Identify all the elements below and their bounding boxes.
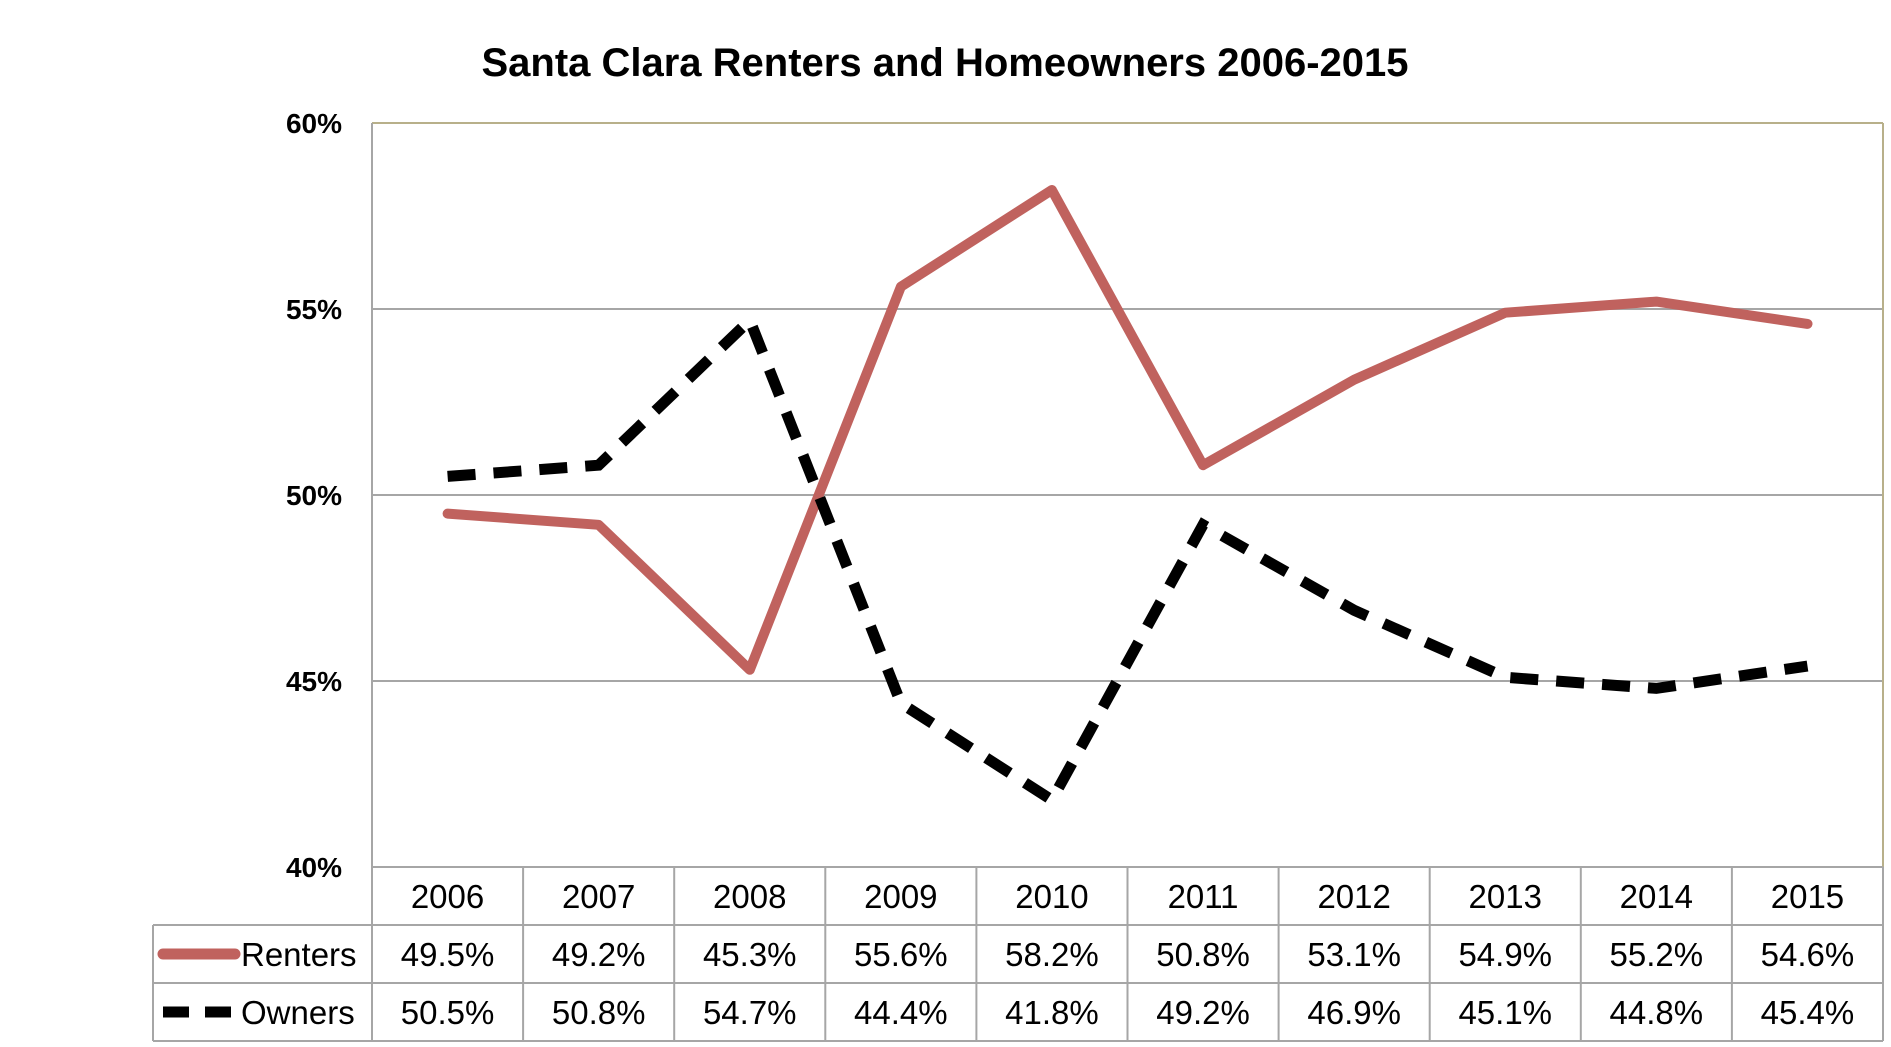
x-tick-label: 2015: [1771, 878, 1844, 915]
data-label: 55.2%: [1610, 936, 1704, 973]
data-label: 44.8%: [1610, 994, 1704, 1031]
legend-label: Owners: [241, 994, 355, 1031]
x-tick-label: 2011: [1168, 878, 1239, 915]
data-label: 50.5%: [401, 994, 495, 1031]
data-label: 50.8%: [1156, 936, 1250, 973]
series-line-renters: [442, 185, 1813, 675]
data-label: 45.3%: [703, 936, 797, 973]
data-label: 41.8%: [1005, 994, 1099, 1031]
data-label: 55.6%: [854, 936, 948, 973]
x-tick-label: 2009: [864, 878, 937, 915]
data-label: 54.6%: [1761, 936, 1855, 973]
y-axis: 40% 45% 50% 55% 60%: [286, 108, 373, 883]
y-tick-label: 40%: [286, 852, 342, 883]
y-tick-label: 45%: [286, 666, 342, 697]
x-tick-label: 2014: [1620, 878, 1693, 915]
data-label: 49.5%: [401, 936, 495, 973]
legend-label: Renters: [241, 936, 357, 973]
data-label: 44.4%: [854, 994, 948, 1031]
data-label: 45.1%: [1458, 994, 1552, 1031]
x-tick-label: 2007: [562, 878, 635, 915]
x-tick-label: 2006: [411, 878, 484, 915]
x-tick-label: 2010: [1015, 878, 1088, 915]
gridlines: [372, 122, 1884, 867]
y-tick-label: 55%: [286, 294, 342, 325]
data-label: 58.2%: [1005, 936, 1099, 973]
x-tick-label: 2008: [713, 878, 786, 915]
x-tick-label: 2013: [1469, 878, 1542, 915]
data-label: 50.8%: [552, 994, 646, 1031]
series-line-owners: [447, 310, 1809, 808]
data-label: 54.7%: [703, 994, 797, 1031]
x-tick-label: 2012: [1317, 878, 1390, 915]
data-label: 49.2%: [552, 936, 646, 973]
data-label: 54.9%: [1458, 936, 1552, 973]
y-tick-label: 60%: [286, 108, 342, 139]
data-label: 45.4%: [1761, 994, 1855, 1031]
chart-title: Santa Clara Renters and Homeowners 2006-…: [481, 41, 1408, 85]
data-label: 53.1%: [1307, 936, 1401, 973]
series-lines: [442, 185, 1813, 808]
y-tick-label: 50%: [286, 480, 342, 511]
data-table: 2006 2007 2008 2009 2010 2011 2012 2013 2014 2015…: [152, 866, 1884, 1042]
data-label: 49.2%: [1156, 994, 1250, 1031]
data-label: 46.9%: [1307, 994, 1401, 1031]
